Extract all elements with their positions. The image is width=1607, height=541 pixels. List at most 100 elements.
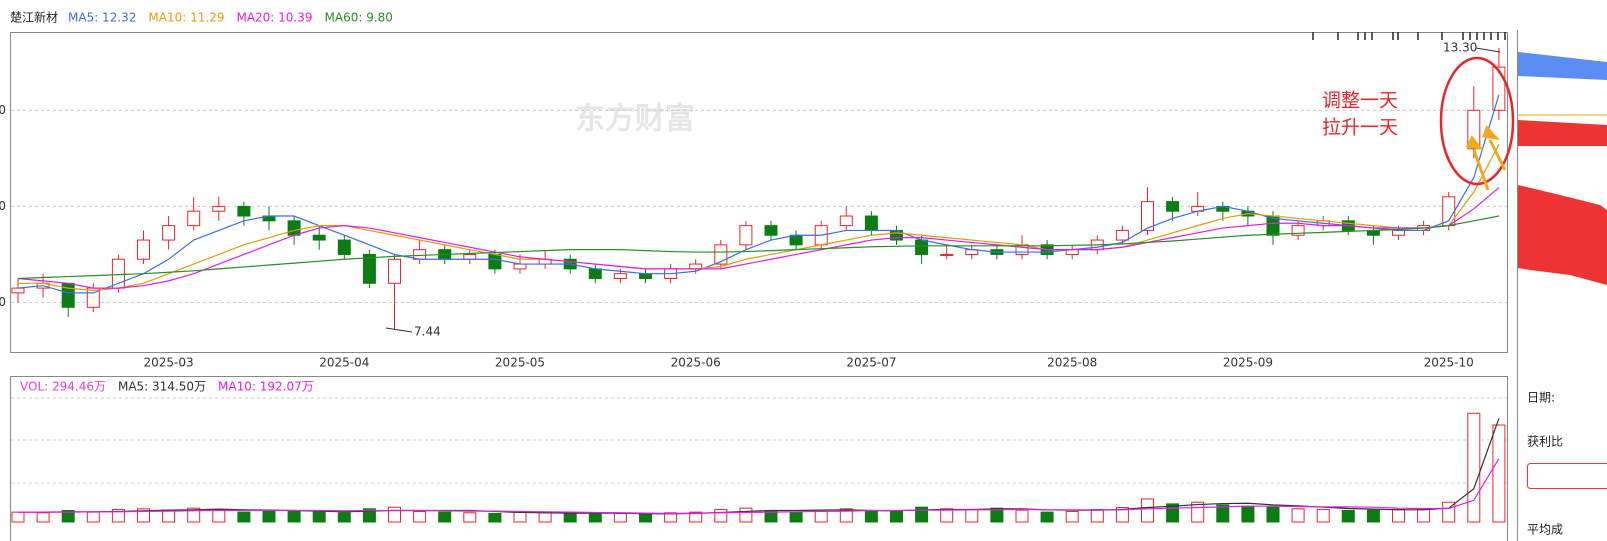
ma-line — [17, 187, 1500, 289]
candle-body — [312, 234, 326, 241]
candle-body — [739, 225, 753, 246]
low-label: 7.44 — [414, 325, 441, 339]
volume-legend: MA5: 314.50万 — [118, 380, 206, 394]
x-tick-label: 2025-09 — [1223, 356, 1273, 370]
volume-bar — [513, 511, 527, 523]
volume-bar — [413, 510, 427, 523]
volume-bar — [1216, 504, 1230, 523]
volume-bar — [1065, 510, 1079, 523]
volume-bar — [1291, 508, 1305, 523]
watermark: 东方财富 — [575, 102, 695, 137]
volume-bar — [61, 509, 75, 523]
volume-bar — [839, 508, 853, 523]
candle-body — [513, 263, 527, 270]
x-tick-label: 2025-04 — [319, 356, 369, 370]
candle-body — [162, 225, 176, 241]
volume-bar — [488, 512, 502, 523]
x-tick-label: 2025-10 — [1424, 356, 1474, 370]
side-label: 平均成 — [1527, 523, 1563, 537]
volume-bar — [789, 511, 803, 523]
volume-bar — [388, 506, 401, 523]
volume-bar — [237, 511, 251, 523]
volume-bar — [1417, 508, 1431, 523]
arrows — [1465, 125, 1507, 191]
volume-bar — [689, 511, 703, 523]
volume-bar — [1115, 507, 1129, 523]
volume-bar — [86, 511, 100, 523]
volume-bar — [965, 508, 979, 523]
candle-body — [11, 287, 25, 294]
highlight-circle — [1439, 56, 1515, 186]
y-tick-label: 0 — [0, 199, 6, 213]
volume-bar — [1241, 505, 1255, 523]
volume-bar — [1492, 424, 1506, 523]
volume-bar — [1015, 509, 1029, 523]
volume-bar — [212, 508, 226, 523]
volume-bar — [639, 513, 652, 523]
volume-bar — [463, 512, 477, 523]
volume-bar — [187, 507, 201, 523]
ma-line — [18, 144, 1500, 292]
candle-body — [839, 215, 853, 227]
candle-body — [613, 273, 627, 279]
candle-body — [864, 215, 878, 231]
candle-body — [463, 253, 477, 260]
volume-bar — [890, 510, 903, 523]
candle-body — [388, 258, 401, 284]
candle-body — [1141, 201, 1154, 231]
volume-pane — [10, 376, 1508, 541]
high-label: 13.30 — [1443, 41, 1477, 55]
volume-bar — [563, 513, 577, 523]
volume-bar — [137, 508, 150, 523]
signal-icons — [1312, 32, 1506, 40]
candle-body — [714, 244, 728, 265]
chip-loss — [1518, 120, 1607, 146]
volume-bar — [287, 510, 301, 523]
ma-line — [18, 458, 1500, 515]
ma-line — [17, 94, 1500, 294]
candle-body — [789, 234, 803, 246]
volume-bar — [262, 510, 276, 523]
legend-entry: MA10: 11.29 — [148, 11, 224, 25]
side-label: 日期: — [1527, 391, 1555, 405]
volume-bar — [162, 509, 176, 523]
candle-body — [1166, 201, 1180, 212]
volume-bar — [714, 508, 728, 523]
candle-body — [187, 210, 201, 227]
volume-bar — [362, 508, 376, 523]
candle-body — [137, 239, 150, 260]
legend-entry: MA20: 10.39 — [236, 11, 312, 25]
side-label: 获利比 — [1527, 435, 1563, 449]
note: 拉升一天 — [1322, 117, 1398, 139]
candle-body — [588, 268, 602, 279]
volume-bar — [1366, 509, 1380, 523]
volume-bar — [588, 513, 602, 523]
volume-bar — [990, 507, 1004, 523]
volume-bar — [739, 507, 753, 523]
stock-name: 楚江新材 — [10, 10, 58, 25]
low-pointer — [385, 327, 413, 333]
candle-body — [1392, 229, 1405, 236]
volume-bar — [1090, 508, 1104, 523]
volume-bar — [1467, 412, 1481, 523]
chip-profit — [1518, 52, 1607, 80]
candle-body — [940, 253, 954, 256]
candle-body — [1291, 225, 1305, 236]
candle-body — [1492, 66, 1506, 111]
y-tick-label: 0 — [0, 103, 6, 117]
candle-body — [287, 220, 301, 236]
candle-body — [488, 253, 502, 270]
volume-bar — [1141, 498, 1154, 523]
candle-body — [915, 239, 929, 255]
side-box[interactable] — [1527, 463, 1607, 489]
volume-bar — [1392, 508, 1405, 523]
volume-bar — [940, 508, 954, 523]
candle-body — [639, 273, 652, 279]
candle-body — [212, 205, 226, 212]
chip-loss — [1518, 185, 1607, 285]
candle-body — [237, 205, 251, 217]
volume-bar — [111, 508, 125, 523]
volume-bar — [538, 512, 552, 523]
candle-body — [362, 253, 376, 284]
